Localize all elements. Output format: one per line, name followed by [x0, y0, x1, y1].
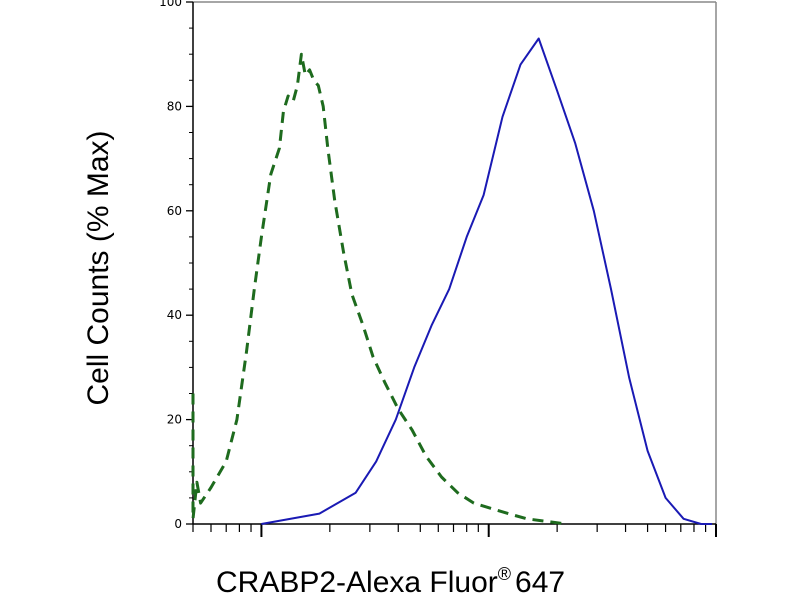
dashed-histogram-line [191, 52, 567, 526]
registered-mark: ® [498, 564, 511, 584]
y-tick-label: 80 [167, 99, 182, 113]
x-axis-title: CRABP2-Alexa Fluor® 647 [216, 564, 565, 599]
y-tick-label: 0 [174, 517, 182, 531]
y-axis-title: Cell Counts (% Max) [82, 130, 115, 405]
x-axis-title-main: CRABP2-Alexa Fluor [216, 566, 498, 599]
y-tick-label: 40 [167, 308, 182, 322]
series-layer [191, 37, 712, 526]
plot-frame [192, 1, 717, 525]
y-tick-label: 20 [167, 413, 182, 427]
solid-histogram-line [261, 37, 712, 525]
y-axis-ticks: 0 20 40 60 80 100 [159, 0, 193, 531]
y-tick-label: 100 [159, 0, 182, 9]
x-axis-ticks [192, 524, 717, 537]
y-tick-label: 60 [167, 204, 182, 218]
x-axis-title-suffix: 647 [515, 566, 565, 599]
